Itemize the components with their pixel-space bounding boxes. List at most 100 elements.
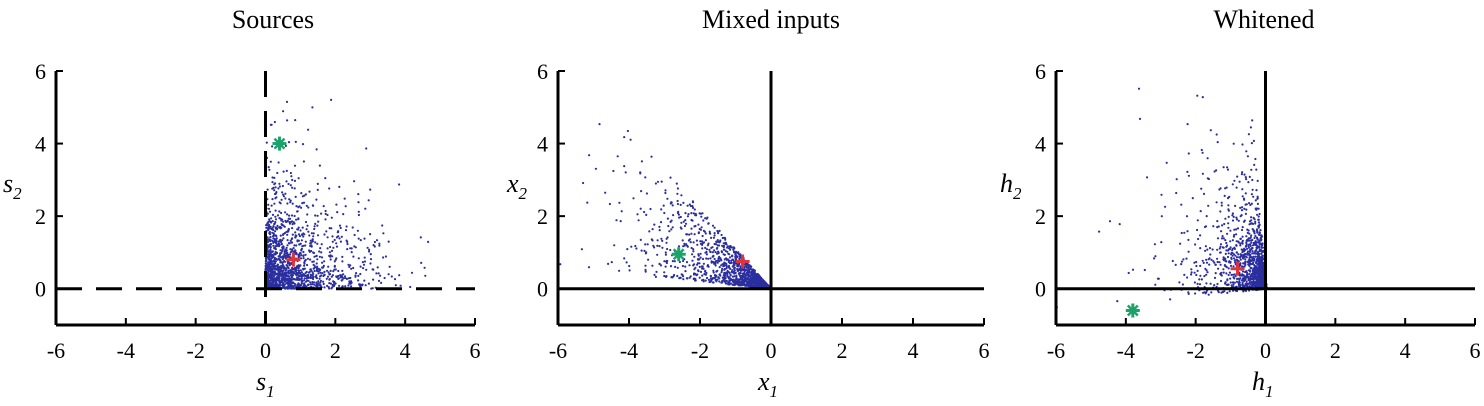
scatter-point <box>1250 193 1253 196</box>
scatter-point <box>722 263 726 266</box>
scatter-point <box>297 226 300 229</box>
scatter-point <box>286 266 289 269</box>
scatter-point <box>1247 263 1250 266</box>
scatter-point <box>1220 291 1223 294</box>
y-axis-label: h2 <box>1000 169 1022 203</box>
scatter-point <box>278 185 281 188</box>
scatter-point <box>1241 251 1244 254</box>
scatter-point <box>727 271 730 274</box>
scatter-point <box>733 283 736 286</box>
scatter-point <box>753 272 756 275</box>
scatter-point <box>363 237 366 240</box>
x-tick-label: -6 <box>47 338 65 363</box>
scatter-point <box>744 268 748 271</box>
scatter-point <box>1218 261 1221 264</box>
scatter-point <box>303 282 306 285</box>
scatter-point <box>1197 237 1200 241</box>
scatter-point <box>714 274 717 277</box>
scatter-point <box>1171 259 1174 263</box>
scatter-point <box>278 182 281 185</box>
scatter-point <box>286 233 289 236</box>
scatter-point <box>291 220 294 223</box>
scatter-point <box>608 202 612 206</box>
scatter-point <box>747 266 750 269</box>
scatter-point <box>1229 246 1232 249</box>
scatter-point <box>1246 247 1249 250</box>
scatter-point <box>1231 212 1234 215</box>
scatter-point <box>342 273 345 276</box>
scatter-point <box>272 254 275 257</box>
scatter-point <box>286 262 289 265</box>
scatter-point <box>714 262 717 265</box>
scatter-point <box>723 268 726 271</box>
scatter-point <box>620 210 623 213</box>
scatter-point <box>312 281 316 284</box>
scatter-point <box>1250 168 1253 171</box>
scatter-point <box>357 257 360 260</box>
scatter-point <box>281 255 284 258</box>
scatter-point <box>1225 272 1228 275</box>
scatter-point <box>697 253 700 256</box>
scatter-point <box>1227 226 1230 229</box>
scatter-point <box>734 255 737 258</box>
scatter-point <box>658 225 661 228</box>
scatter-point <box>1239 242 1242 245</box>
scatter-point <box>1229 281 1232 284</box>
scatter-point <box>736 268 740 271</box>
scatter-point <box>279 261 282 264</box>
scatter-point <box>644 270 647 273</box>
scatter-point <box>695 239 699 242</box>
scatter-point <box>658 229 661 232</box>
scatter-point <box>1200 278 1203 281</box>
scatter-point <box>1234 254 1237 257</box>
x-tick-label: 0 <box>766 338 777 363</box>
scatter-point <box>700 226 703 229</box>
scatter-point <box>694 212 697 216</box>
scatter-point <box>313 283 316 286</box>
y-tick-label: 0 <box>1035 277 1046 302</box>
scatter-point <box>315 254 318 257</box>
scatter-point <box>294 270 298 273</box>
scatter-point <box>587 266 591 269</box>
scatter-point <box>328 227 331 230</box>
x-tick-label: 6 <box>979 338 990 363</box>
scatter-point <box>1232 235 1235 238</box>
scatter-point <box>316 188 319 191</box>
scatter-point <box>715 270 718 273</box>
scatter-point <box>715 247 719 250</box>
scatter-point <box>304 244 307 247</box>
scatter-point <box>663 260 666 263</box>
scatter-point <box>1220 230 1223 233</box>
scatter-point <box>302 160 305 163</box>
scatter-point <box>1216 282 1219 286</box>
scatter-point <box>729 267 732 270</box>
scatter-point <box>274 265 277 268</box>
scatter-point <box>313 225 316 228</box>
scatter-point <box>286 264 289 267</box>
scatter-point <box>378 242 381 245</box>
scatter-point <box>757 282 760 285</box>
scatter-point <box>1236 227 1240 230</box>
scatter-point <box>271 181 274 184</box>
scatter-point <box>268 226 271 229</box>
scatter-point <box>629 138 632 141</box>
scatter-point <box>692 273 696 276</box>
scatter-point <box>1216 220 1219 223</box>
scatter-point <box>295 218 298 221</box>
scatter-point <box>383 276 386 280</box>
scatter-point <box>1253 218 1256 221</box>
scatter-point <box>284 271 287 274</box>
scatter-point <box>279 217 282 220</box>
scatter-point <box>709 232 712 235</box>
scatter-point <box>607 262 610 265</box>
scatter-point <box>333 264 336 267</box>
scatter-point <box>329 282 332 285</box>
scatter-point <box>685 277 689 280</box>
scatter-point <box>705 271 708 275</box>
scatter-point <box>304 240 307 243</box>
scatter-point <box>1254 255 1257 258</box>
scatter-point <box>318 255 321 258</box>
scatter-point <box>265 226 268 229</box>
scatter-point <box>1257 218 1260 221</box>
scatter-point <box>284 192 287 195</box>
